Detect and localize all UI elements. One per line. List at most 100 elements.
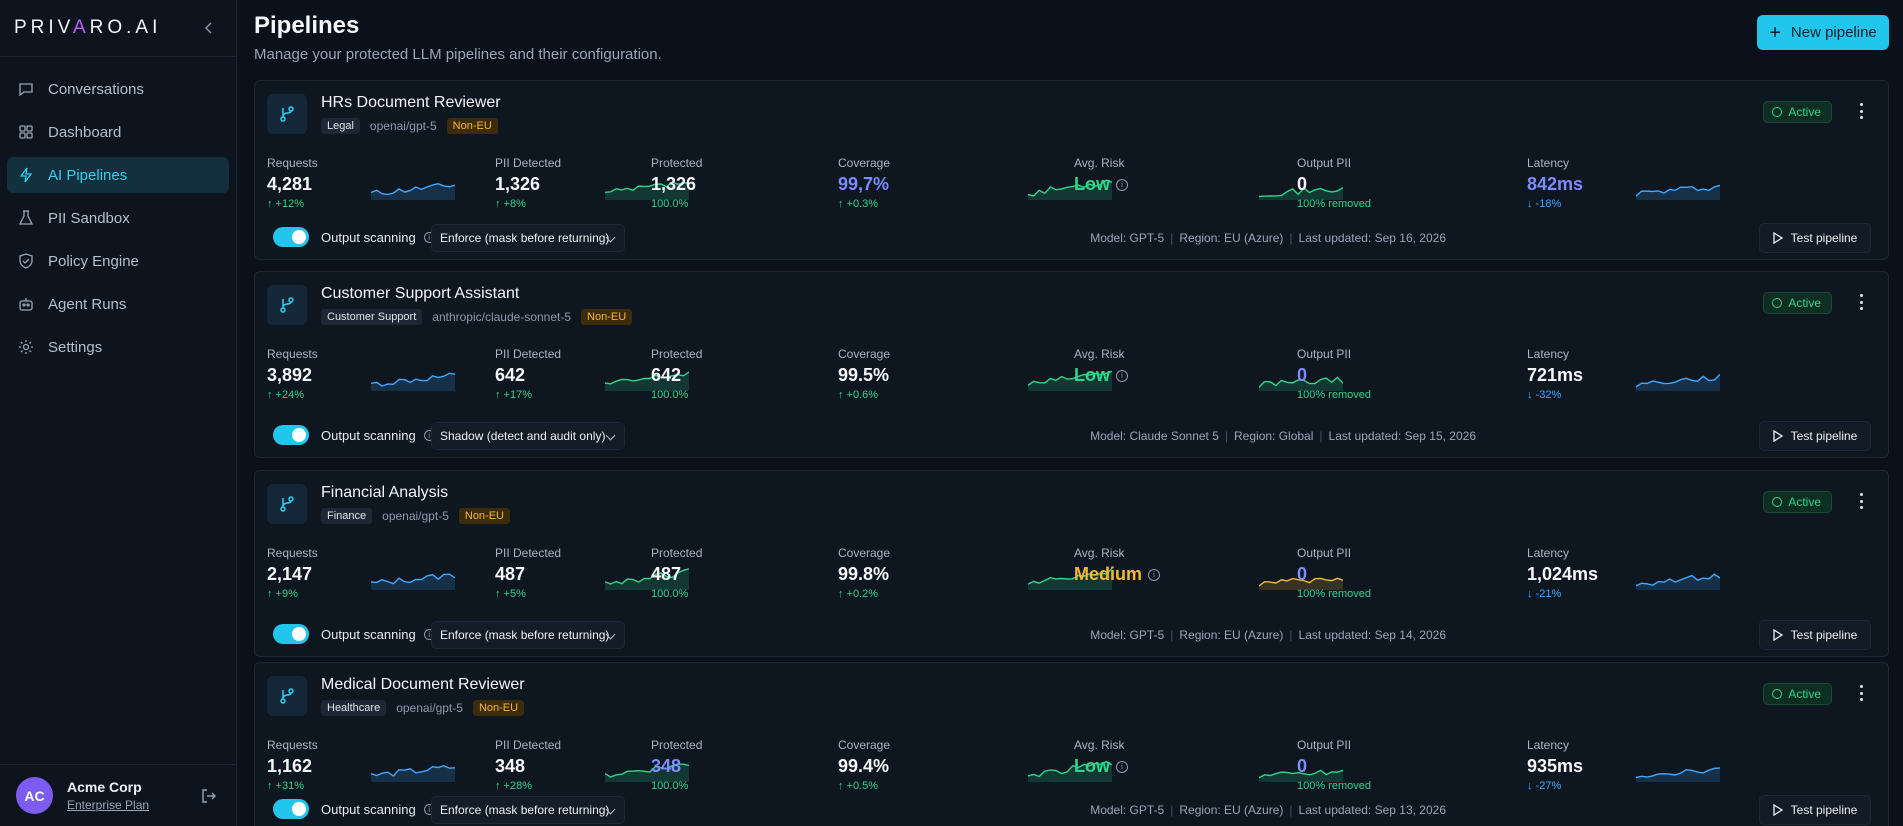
risk-level: Medium: [1074, 564, 1143, 584]
risk-level: Low: [1074, 365, 1110, 385]
metric-label: Coverage: [838, 347, 891, 361]
meta-region: Region: EU (Azure): [1179, 231, 1284, 245]
pipeline-name[interactable]: Medical Document Reviewer: [321, 676, 525, 693]
collapse-sidebar-icon[interactable]: [200, 19, 218, 37]
info-icon[interactable]: i: [1148, 568, 1161, 581]
metric-value: 1,326: [651, 174, 697, 194]
latency-sparkline: [1635, 174, 1721, 200]
logout-icon[interactable]: [200, 787, 218, 805]
info-icon[interactable]: i: [1116, 369, 1128, 382]
metric-value: 935ms: [1527, 756, 1584, 776]
metric-output-pii: Output PII 0 100% removed: [1297, 738, 1371, 792]
metric-delta: ↑ +31%: [267, 780, 304, 792]
metric-label: Avg. Risk: [1074, 738, 1125, 752]
category-badge: Customer Support: [321, 309, 423, 325]
output-scanning-label: Output scanning i: [321, 428, 435, 443]
output-scanning-text: Output scanning: [321, 230, 416, 245]
sidebar-item-ai-pipelines[interactable]: AI Pipelines: [7, 157, 229, 193]
metric-value: 99.5%: [838, 365, 890, 385]
plus-icon: +: [1769, 21, 1781, 44]
metric-value: 0: [1297, 365, 1308, 385]
metric-value: Low i: [1074, 174, 1128, 195]
metric-delta: 100.0%: [651, 198, 689, 210]
metric-value: 99.4%: [838, 756, 890, 776]
status-dot-icon: [1772, 298, 1783, 308]
test-pipeline-button[interactable]: Test pipeline: [1759, 421, 1871, 451]
more-options-icon[interactable]: [1860, 685, 1864, 701]
bolt-icon: [19, 167, 33, 183]
metric-value: 721ms: [1527, 365, 1584, 385]
metric-requests: Requests 1,162 ↑ +31%: [267, 738, 318, 792]
pipeline-name[interactable]: Customer Support Assistant: [321, 285, 520, 302]
sidebar-item-agent-runs[interactable]: Agent Runs: [7, 286, 229, 322]
metric-value: 0: [1297, 564, 1308, 584]
more-options-icon[interactable]: [1860, 294, 1864, 310]
output-scanning-toggle[interactable]: [273, 799, 309, 819]
metric-value: 348: [651, 756, 682, 776]
scan-mode-select[interactable]: Shadow (detect and audit only): [431, 422, 625, 450]
metric-label: Requests: [267, 738, 318, 752]
metric-coverage: Coverage 99.5% ↑ +0.6%: [838, 347, 890, 401]
shield-icon: [19, 253, 33, 269]
metric-delta: ↑ +0.2%: [838, 588, 879, 600]
scan-mode-select[interactable]: Enforce (mask before returning): [431, 796, 625, 824]
metric-label: Avg. Risk: [1074, 156, 1125, 170]
metric-requests: Requests 3,892 ↑ +24%: [267, 347, 318, 401]
test-pipeline-button[interactable]: Test pipeline: [1759, 620, 1871, 650]
pipeline-name[interactable]: HRs Document Reviewer: [321, 94, 501, 111]
test-pipeline-button[interactable]: Test pipeline: [1759, 223, 1871, 253]
metric-label: Output PII: [1297, 156, 1352, 170]
metric-requests: Requests 4,281 ↑ +12%: [267, 156, 318, 210]
metric-label: Output PII: [1297, 738, 1352, 752]
output-scanning-toggle[interactable]: [273, 624, 309, 644]
metric-latency: Latency 842ms ↓ -18%: [1527, 156, 1583, 210]
output-scanning-text: Output scanning: [321, 428, 416, 443]
metric-pii: PII Detected 642 ↑ +17%: [495, 347, 561, 401]
page-title: Pipelines: [254, 12, 360, 39]
info-icon[interactable]: i: [1116, 178, 1128, 191]
metric-value: 1,024ms: [1527, 564, 1599, 584]
status-label: Active: [1788, 296, 1821, 310]
metric-coverage: Coverage 99.8% ↑ +0.2%: [838, 546, 890, 600]
output-scanning-toggle[interactable]: [273, 425, 309, 445]
metric-protected: Protected 348 100.0%: [651, 738, 702, 792]
sidebar-item-conversations[interactable]: Conversations: [7, 71, 229, 107]
test-pipeline-label: Test pipeline: [1790, 429, 1858, 443]
more-options-icon[interactable]: [1860, 493, 1864, 509]
pipeline-footer: Output scanning i Enforce (mask before re…: [255, 795, 1888, 825]
pipeline-meta: Model: Claude Sonnet 5 | Region: Global | La…: [1090, 429, 1476, 443]
branch-icon: [267, 94, 307, 134]
metric-coverage: Coverage 99.4% ↑ +0.5%: [838, 738, 890, 792]
avatar[interactable]: AC: [16, 777, 53, 814]
metric-protected: Protected 642 100.0%: [651, 347, 702, 401]
status-badge: Active: [1763, 491, 1832, 513]
scan-mode-select[interactable]: Enforce (mask before returning): [431, 224, 625, 252]
more-options-icon[interactable]: [1860, 103, 1864, 119]
metric-delta: ↑ +9%: [267, 588, 298, 600]
metric-label: Protected: [651, 347, 703, 361]
metric-risk: Avg. Risk Low i: [1074, 738, 1128, 777]
scan-mode-select[interactable]: Enforce (mask before returning): [431, 621, 625, 649]
metric-label: PII Detected: [495, 738, 562, 752]
user-plan-link[interactable]: Enterprise Plan: [67, 798, 150, 812]
output-scanning-toggle[interactable]: [273, 227, 309, 247]
region-badge: Non-EU: [446, 118, 498, 134]
test-pipeline-button[interactable]: Test pipeline: [1759, 795, 1871, 825]
metric-delta: 100% removed: [1297, 780, 1371, 792]
coverage-sparkline: [1027, 365, 1113, 391]
sidebar-item-policy-engine[interactable]: Policy Engine: [7, 243, 229, 279]
sidebar: PRIVARO.AI Conversations Dashboard AI Pipe…: [0, 0, 237, 826]
new-pipeline-button[interactable]: + New pipeline: [1757, 15, 1889, 50]
pipeline-name[interactable]: Financial Analysis: [321, 484, 449, 501]
metric-label: Coverage: [838, 156, 891, 170]
sidebar-item-label: Settings: [48, 338, 103, 356]
sidebar-item-settings[interactable]: Settings: [7, 329, 229, 365]
test-pipeline-label: Test pipeline: [1790, 628, 1858, 642]
metric-delta: 100% removed: [1297, 588, 1371, 600]
sidebar-item-dashboard[interactable]: Dashboard: [7, 114, 229, 150]
sidebar-item-pii-sandbox[interactable]: PII Sandbox: [7, 200, 229, 236]
metric-label: Protected: [651, 546, 703, 560]
metric-value: 3,892: [267, 365, 313, 385]
info-icon[interactable]: i: [1116, 760, 1128, 773]
sidebar-item-label: AI Pipelines: [48, 166, 128, 184]
